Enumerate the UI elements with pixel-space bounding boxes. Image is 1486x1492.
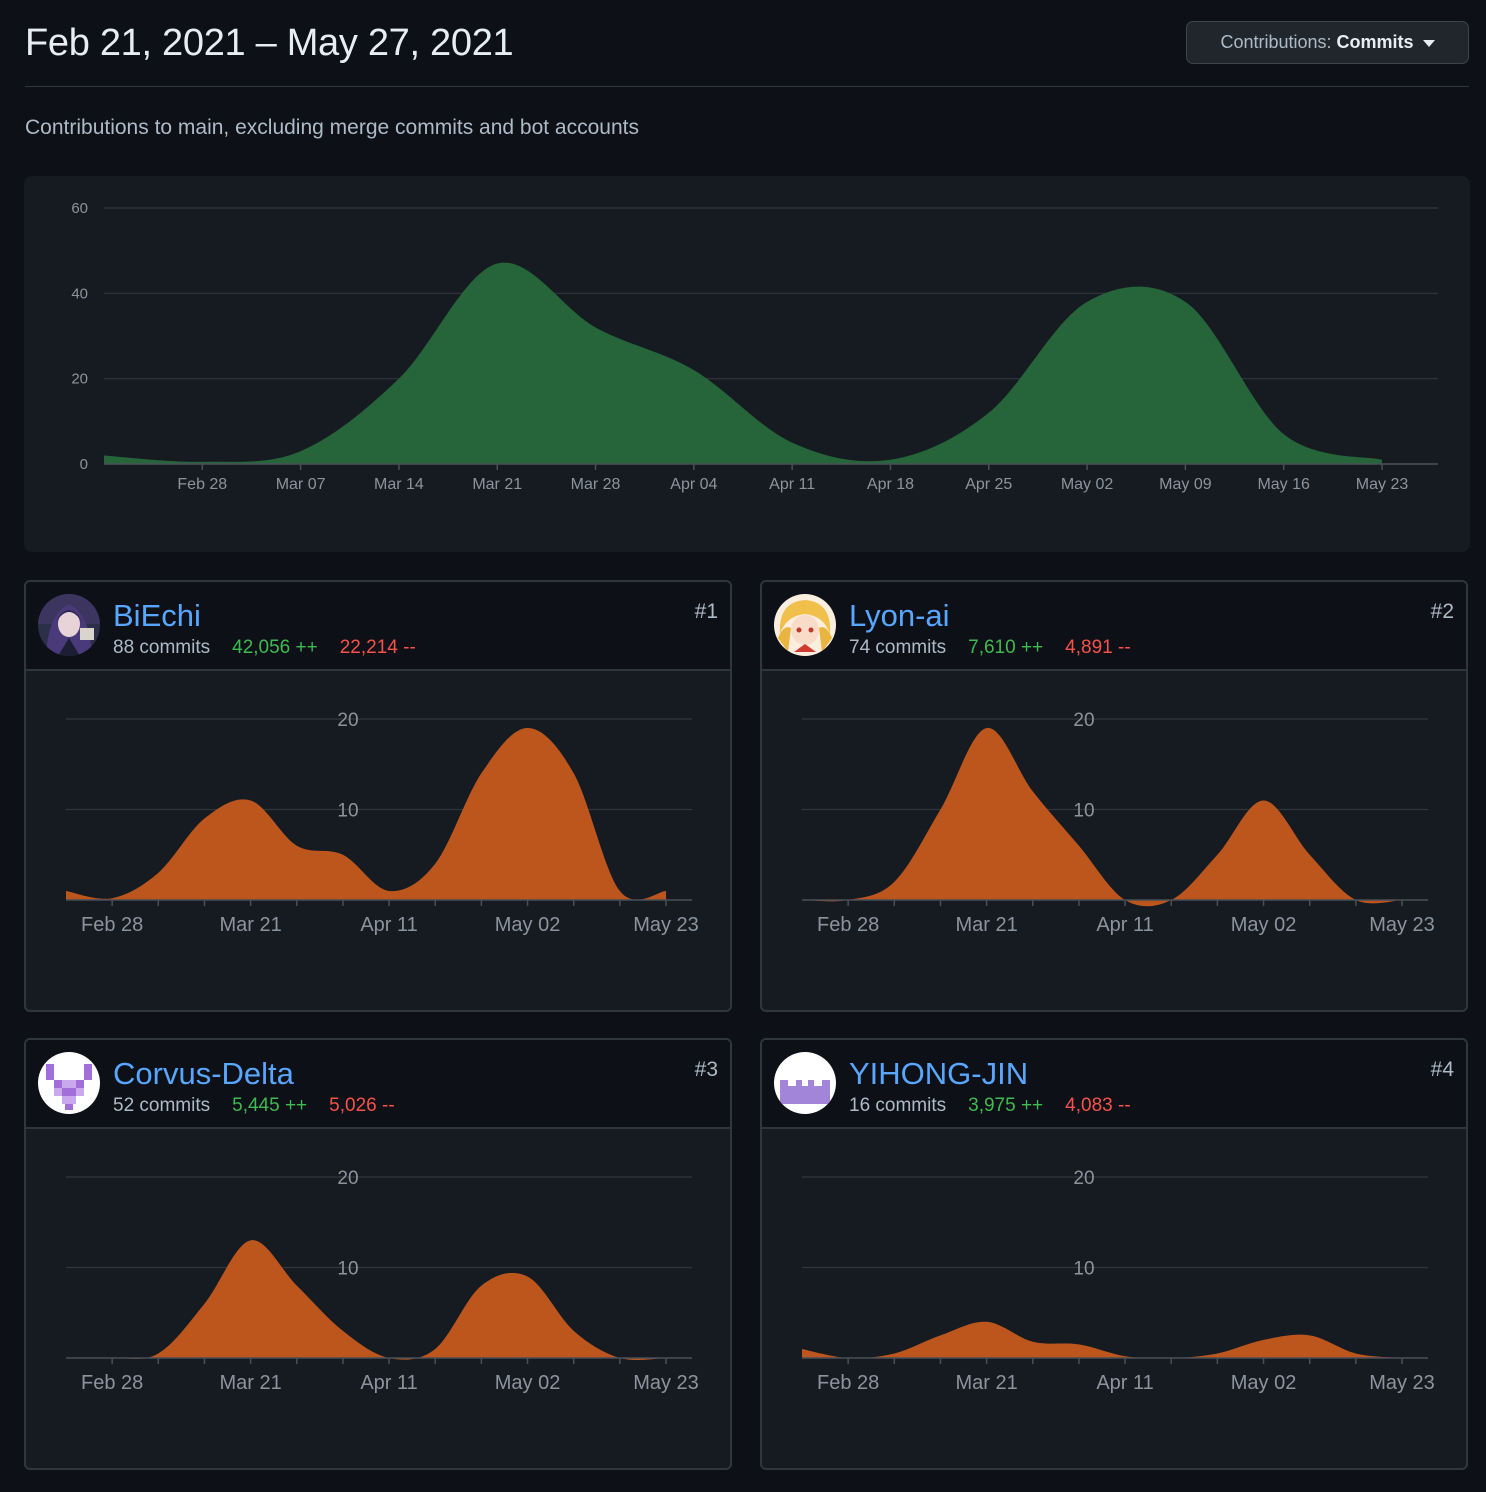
series-area <box>66 1240 666 1361</box>
contributor-card-header: YIHONG-JIN 16 commits 3,975 ++ 4,083 -- #4 <box>762 1040 1466 1129</box>
x-tick-label: Mar 21 <box>219 1372 281 1394</box>
x-tick-label: Apr 11 <box>1096 1372 1153 1394</box>
contributor-commits-chart[interactable]: 10 20 Feb 28 Mar 21 Apr 11 May 02 May 23 <box>762 1129 1468 1470</box>
x-tick-label: Mar 14 <box>374 476 424 493</box>
series-area <box>802 727 1402 907</box>
series-area <box>66 728 666 900</box>
avatar[interactable] <box>774 594 836 656</box>
x-tick-label: Apr 11 <box>360 1372 417 1394</box>
caret-down-icon <box>1422 40 1435 47</box>
deletions-count: 22,214 -- <box>339 637 416 658</box>
y-tick-label: 60 <box>71 200 88 217</box>
contributor-name-link[interactable]: Corvus-Delta <box>113 1056 294 1091</box>
contributor-stats: 74 commits 7,610 ++ 4,891 -- <box>849 637 1131 659</box>
deletions-count: 4,083 -- <box>1065 1095 1131 1116</box>
x-tick-label: May 02 <box>1231 1372 1297 1394</box>
contributor-rank: #4 <box>1430 1058 1454 1081</box>
avatar[interactable] <box>38 1052 100 1114</box>
avatar[interactable] <box>774 1052 836 1114</box>
contributor-stats: 52 commits 5,445 ++ 5,026 -- <box>113 1095 395 1117</box>
contributor-card-biechi: BiEchi 88 commits 42,056 ++ 22,214 -- #1 1… <box>24 580 732 1012</box>
x-tick-label: May 23 <box>1369 1372 1435 1394</box>
contributor-card-header: Corvus-Delta 52 commits 5,445 ++ 5,026 -- … <box>26 1040 730 1129</box>
contributor-name-link[interactable]: YIHONG-JIN <box>849 1056 1029 1091</box>
x-tick-label: May 02 <box>495 914 561 936</box>
contributor-commits-chart[interactable]: 10 20 Feb 28 Mar 21 Apr 11 May 02 May 23 <box>26 671 732 1012</box>
commit-count: 88 commits <box>113 637 211 658</box>
x-tick-label: Mar 21 <box>472 476 522 493</box>
x-tick-label: Apr 11 <box>360 914 417 936</box>
x-tick-label: Apr 18 <box>867 476 914 493</box>
x-tick-label: May 02 <box>495 1372 561 1394</box>
additions-count: 42,056 ++ <box>232 637 318 658</box>
x-tick-label: Apr 04 <box>670 476 717 493</box>
y-tick-label: 10 <box>1073 1259 1094 1280</box>
x-tick-label: May 02 <box>1061 476 1114 493</box>
contributor-card-yihong-jin: YIHONG-JIN 16 commits 3,975 ++ 4,083 -- #4… <box>760 1038 1468 1470</box>
contributor-card-corvus-delta: Corvus-Delta 52 commits 5,445 ++ 5,026 -- … <box>24 1038 732 1470</box>
additions-count: 3,975 ++ <box>968 1095 1044 1116</box>
page-subtitle: Contributions to main, excluding merge c… <box>25 116 639 139</box>
y-tick-label: 20 <box>1073 1168 1094 1189</box>
x-tick-label: May 02 <box>1231 914 1297 936</box>
x-tick-label: Feb 28 <box>177 476 227 493</box>
contributor-commits-chart[interactable]: 10 20 Feb 28 Mar 21 Apr 11 May 02 May 23 <box>762 671 1468 1012</box>
x-tick-label: May 23 <box>633 1372 699 1394</box>
contributor-stats: 16 commits 3,975 ++ 4,083 -- <box>849 1095 1131 1117</box>
deletions-count: 5,026 -- <box>329 1095 395 1116</box>
contributor-name-link[interactable]: BiEchi <box>113 598 201 633</box>
contributor-commits-chart[interactable]: 10 20 Feb 28 Mar 21 Apr 11 May 02 May 23 <box>26 1129 732 1470</box>
dropdown-value: Commits <box>1336 32 1414 52</box>
y-tick-label: 20 <box>1073 710 1094 731</box>
contributor-stats: 88 commits 42,056 ++ 22,214 -- <box>113 637 416 659</box>
contributor-name-link[interactable]: Lyon-ai <box>849 598 950 633</box>
x-tick-label: May 23 <box>633 914 699 936</box>
x-tick-label: Mar 21 <box>219 914 281 936</box>
series-area <box>802 1321 1402 1359</box>
x-tick-label: Feb 28 <box>81 914 143 936</box>
contributor-card-lyon-ai: Lyon-ai 74 commits 7,610 ++ 4,891 -- #2 10… <box>760 580 1468 1012</box>
x-tick-label: Apr 25 <box>965 476 1012 493</box>
x-tick-label: May 23 <box>1369 914 1435 936</box>
x-tick-label: Mar 21 <box>955 914 1017 936</box>
y-tick-label: 10 <box>337 1259 358 1280</box>
y-tick-label: 10 <box>1073 801 1094 822</box>
contributor-card-header: Lyon-ai 74 commits 7,610 ++ 4,891 -- #2 <box>762 582 1466 671</box>
commit-count: 74 commits <box>849 637 947 658</box>
x-tick-label: Mar 21 <box>955 1372 1017 1394</box>
date-range-title: Feb 21, 2021 – May 27, 2021 <box>25 22 514 64</box>
x-tick-label: May 16 <box>1257 476 1310 493</box>
contributor-rank: #2 <box>1430 600 1454 623</box>
commits-over-time-chart[interactable]: 0 20 40 60 Feb 28 Mar 07 Mar 14 Mar 21 Mar 28 Apr… <box>24 176 1470 552</box>
x-tick-label: Apr 11 <box>1096 914 1153 936</box>
x-tick-label: Mar 07 <box>276 476 326 493</box>
x-tick-label: Mar 28 <box>571 476 621 493</box>
contributor-rank: #3 <box>694 1058 718 1081</box>
contributions-type-dropdown[interactable]: Contributions: Commits <box>1186 21 1469 64</box>
series-area <box>104 262 1382 464</box>
contributor-rank: #1 <box>694 600 718 623</box>
y-tick-label: 10 <box>337 801 358 822</box>
avatar[interactable] <box>38 594 100 656</box>
x-tick-label: May 09 <box>1159 476 1212 493</box>
x-tick-label: Apr 11 <box>769 476 815 493</box>
main-chart-svg: 0 20 40 60 Feb 28 Mar 07 Mar 14 Mar 21 Mar 28 Apr… <box>71 200 1438 493</box>
y-tick-label: 40 <box>71 285 88 302</box>
dropdown-label: Contributions: <box>1220 32 1332 52</box>
x-tick-label: Feb 28 <box>81 1372 143 1394</box>
additions-count: 7,610 ++ <box>968 637 1044 658</box>
contributor-card-header: BiEchi 88 commits 42,056 ++ 22,214 -- #1 <box>26 582 730 671</box>
page-header: Feb 21, 2021 – May 27, 2021 Contribution… <box>25 0 1469 87</box>
y-tick-label: 20 <box>337 710 358 731</box>
deletions-count: 4,891 -- <box>1065 637 1131 658</box>
x-tick-label: Feb 28 <box>817 914 879 936</box>
additions-count: 5,445 ++ <box>232 1095 308 1116</box>
x-tick-label: May 23 <box>1356 476 1409 493</box>
commit-count: 16 commits <box>849 1095 947 1116</box>
y-tick-label: 20 <box>337 1168 358 1189</box>
y-tick-label: 0 <box>80 456 88 473</box>
commit-count: 52 commits <box>113 1095 211 1116</box>
y-tick-label: 20 <box>71 371 88 388</box>
x-tick-label: Feb 28 <box>817 1372 879 1394</box>
